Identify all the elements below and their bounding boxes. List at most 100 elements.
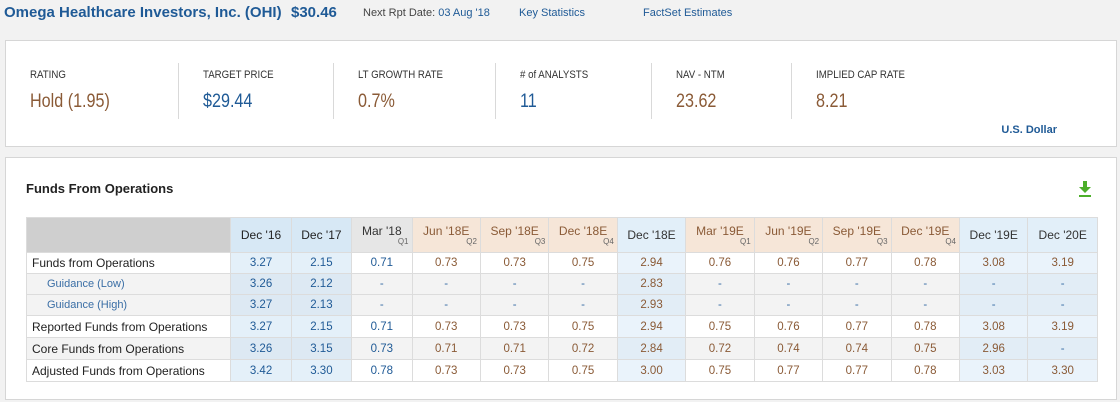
table-cell: 3.27	[230, 294, 292, 316]
table-cell: 0.76	[685, 252, 755, 274]
column-header-quarter: Q1	[740, 236, 751, 246]
row-label: Funds from Operations	[25, 252, 232, 274]
table-cell: -	[479, 273, 550, 295]
table-row: Reported Funds from Operations 3.27 2.15 0.…	[25, 315, 1098, 338]
table-cell: 3.30	[1027, 359, 1098, 382]
table-cell: -	[1027, 273, 1098, 295]
column-header-label: Dec '16	[240, 228, 282, 242]
next-report-label: Next Rpt Date:	[363, 7, 436, 19]
ffo-panel: Funds From Operations Dec '16 Dec '17 Mar …	[5, 157, 1117, 400]
column-header-label: Dec '17	[301, 228, 342, 242]
summary-stats-panel: RATING Hold (1.95) TARGET PRICE $29.44 LT GR…	[5, 40, 1117, 147]
table-cell: -	[411, 294, 481, 316]
table-cell: 0.71	[411, 337, 481, 360]
currency-label: U.S. Dollar	[1001, 124, 1057, 136]
key-statistics-link[interactable]: Key Statistics	[519, 7, 586, 19]
column-header-label: Jun '19E	[765, 223, 812, 238]
stat-value: 8.21	[816, 91, 848, 112]
table-cell: -	[351, 294, 413, 316]
ffo-table: Dec '16 Dec '17 Mar '18 Q1 Jun '18E Q2 Sep '18…	[25, 217, 1098, 382]
table-cell: 0.74	[822, 337, 892, 360]
table-cell: 0.73	[479, 315, 550, 338]
table-corner-header	[25, 217, 232, 253]
table-cell: 2.94	[616, 252, 687, 274]
table-cell: -	[958, 273, 1029, 295]
column-header-label: Mar '18	[361, 223, 402, 238]
row-label: Adjusted Funds from Operations	[25, 359, 232, 382]
table-cell: -	[411, 273, 481, 295]
table-cell: 0.71	[351, 252, 413, 274]
stat-label: TARGET PRICE	[203, 69, 274, 81]
stat-label: LT GROWTH RATE	[358, 69, 443, 81]
table-cell: 0.73	[351, 337, 413, 360]
table-cell: 0.75	[548, 315, 618, 338]
table-cell: 0.76	[753, 252, 824, 274]
table-cell: 0.77	[822, 359, 892, 382]
table-cell: -	[685, 294, 755, 316]
column-header: Sep '18E Q3	[479, 217, 550, 253]
table-cell: 3.08	[958, 315, 1029, 338]
table-cell: 0.72	[685, 337, 755, 360]
table-cell: 0.78	[890, 359, 961, 382]
table-cell: 3.27	[230, 252, 292, 274]
stat-divider	[333, 63, 334, 119]
column-header: Dec '18E Q4	[548, 217, 618, 253]
column-header-label: Mar '19E	[696, 223, 744, 238]
column-header-quarter: Q1	[397, 236, 409, 246]
table-cell: 2.13	[290, 294, 353, 316]
stat-divider	[791, 63, 792, 119]
column-header: Dec '18E	[616, 217, 687, 253]
table-cell: -	[479, 294, 550, 316]
next-report-date: Next Rpt Date: 03 Aug '18	[363, 7, 490, 19]
table-cell: 0.73	[479, 252, 550, 274]
company-name: Omega Healthcare Investors, Inc. (OHI)	[4, 4, 282, 21]
row-label: Reported Funds from Operations	[25, 315, 232, 338]
column-header-quarter: Q2	[466, 236, 477, 246]
column-header-label: Sep '18E	[490, 223, 539, 238]
table-cell: 0.75	[548, 252, 618, 274]
stock-price: $30.46	[291, 4, 337, 21]
table-cell: 3.19	[1027, 315, 1098, 338]
column-header-label: Dec '18E	[558, 223, 608, 238]
table-cell: 3.15	[290, 337, 353, 360]
table-cell: -	[1027, 294, 1098, 316]
table-cell: 0.76	[753, 315, 824, 338]
factset-estimates-link[interactable]: FactSet Estimates	[643, 7, 733, 19]
column-header: Mar '18 Q1	[351, 217, 413, 253]
table-cell: 2.94	[616, 315, 687, 338]
column-header-quarter: Q3	[534, 236, 546, 246]
table-cell: 3.03	[958, 359, 1029, 382]
column-header: Dec '20E	[1027, 217, 1098, 253]
stat-label: RATING	[30, 69, 66, 81]
table-cell: 0.74	[753, 337, 824, 360]
column-header: Dec '19E Q4	[890, 217, 961, 253]
table-cell: 0.77	[753, 359, 824, 382]
column-header-label: Jun '18E	[423, 223, 470, 238]
stat-divider	[178, 63, 179, 119]
table-cell: -	[822, 294, 892, 316]
ffo-title: Funds From Operations	[26, 181, 174, 196]
table-cell: 2.84	[616, 337, 687, 360]
column-header: Dec '16	[230, 217, 292, 253]
table-cell: 2.83	[616, 273, 687, 295]
header-bar: Omega Healthcare Investors, Inc. (OHI) $…	[0, 0, 1120, 30]
column-header: Dec '17	[290, 217, 353, 253]
table-cell: 3.19	[1027, 252, 1098, 274]
table-cell: 0.78	[351, 359, 413, 382]
table-cell: 0.72	[548, 337, 618, 360]
table-row: Core Funds from Operations 3.26 3.15 0.73 0.…	[25, 337, 1098, 360]
table-cell: 0.71	[479, 337, 550, 360]
column-header-label: Dec '20E	[1038, 228, 1087, 242]
column-header-label: Dec '18E	[627, 228, 676, 242]
row-label[interactable]: Guidance (Low)	[25, 273, 232, 295]
row-label[interactable]: Guidance (High)	[25, 294, 232, 316]
column-header-quarter: Q2	[808, 236, 820, 246]
table-cell: 0.73	[479, 359, 550, 382]
stat-label: IMPLIED CAP RATE	[816, 69, 905, 81]
table-cell: -	[822, 273, 892, 295]
column-header: Jun '19E Q2	[753, 217, 824, 253]
column-header-label: Sep '19E	[832, 223, 881, 238]
download-icon[interactable]	[1078, 180, 1092, 198]
table-cell: 0.78	[890, 315, 961, 338]
column-header-label: Dec '19E	[901, 223, 950, 238]
